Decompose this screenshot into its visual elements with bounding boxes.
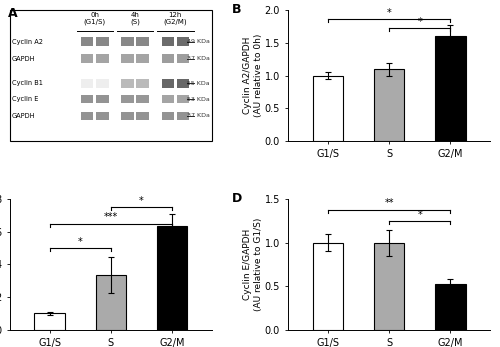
Bar bbox=[81, 112, 94, 120]
Text: ***: *** bbox=[104, 212, 118, 222]
Bar bbox=[162, 54, 174, 63]
Bar bbox=[136, 79, 149, 87]
Text: GAPDH: GAPDH bbox=[12, 113, 36, 119]
Text: GAPDH: GAPDH bbox=[12, 56, 36, 62]
Bar bbox=[374, 243, 404, 330]
Text: 0h
(G1/S): 0h (G1/S) bbox=[84, 12, 106, 25]
Bar bbox=[81, 95, 94, 103]
Bar bbox=[176, 112, 189, 120]
Bar bbox=[313, 243, 344, 330]
Bar bbox=[435, 283, 466, 330]
Text: 4h
(S): 4h (S) bbox=[130, 12, 140, 25]
Bar bbox=[96, 79, 108, 87]
Bar bbox=[136, 112, 149, 120]
Bar bbox=[121, 54, 134, 63]
Text: *: * bbox=[418, 17, 422, 27]
Bar bbox=[374, 69, 404, 141]
Text: 37 KDa: 37 KDa bbox=[187, 113, 210, 118]
Bar bbox=[156, 226, 187, 330]
Text: 55 KDa: 55 KDa bbox=[187, 81, 210, 86]
Bar bbox=[162, 112, 174, 120]
Bar bbox=[176, 37, 189, 46]
Bar bbox=[176, 79, 189, 87]
FancyBboxPatch shape bbox=[10, 10, 211, 141]
Y-axis label: Cyclin A2/GAPDH
(AU relative to 0h): Cyclin A2/GAPDH (AU relative to 0h) bbox=[243, 34, 263, 117]
Text: D: D bbox=[232, 192, 242, 204]
Text: A: A bbox=[8, 7, 18, 19]
Bar bbox=[162, 95, 174, 103]
Bar bbox=[96, 275, 126, 330]
Bar bbox=[136, 37, 149, 46]
Bar bbox=[136, 54, 149, 63]
Text: *: * bbox=[78, 237, 82, 247]
Text: 37 KDa: 37 KDa bbox=[187, 56, 210, 61]
Bar bbox=[96, 112, 108, 120]
Bar bbox=[121, 79, 134, 87]
Bar bbox=[313, 76, 344, 141]
Bar bbox=[34, 313, 65, 330]
Bar bbox=[96, 37, 108, 46]
Text: *: * bbox=[387, 8, 392, 18]
Bar bbox=[96, 95, 108, 103]
Text: **: ** bbox=[384, 198, 394, 209]
Text: *: * bbox=[418, 210, 422, 220]
Text: 49 KDa: 49 KDa bbox=[187, 39, 210, 44]
Bar bbox=[162, 79, 174, 87]
Bar bbox=[96, 54, 108, 63]
Text: B: B bbox=[232, 2, 241, 16]
Text: Cyclin B1: Cyclin B1 bbox=[12, 81, 43, 86]
Bar bbox=[435, 36, 466, 141]
Bar bbox=[81, 79, 94, 87]
Y-axis label: Cyclin E/GAPDH
(AU relative to G1/S): Cyclin E/GAPDH (AU relative to G1/S) bbox=[243, 218, 263, 311]
Bar bbox=[176, 95, 189, 103]
Bar bbox=[121, 37, 134, 46]
Bar bbox=[136, 95, 149, 103]
Bar bbox=[121, 95, 134, 103]
Bar bbox=[81, 37, 94, 46]
Bar bbox=[81, 54, 94, 63]
Text: 12h
(G2/M): 12h (G2/M) bbox=[164, 12, 187, 25]
Text: 53 KDa: 53 KDa bbox=[187, 96, 210, 102]
Bar bbox=[121, 112, 134, 120]
Text: Cyclin A2: Cyclin A2 bbox=[12, 39, 43, 45]
Text: Cyclin E: Cyclin E bbox=[12, 96, 38, 102]
Bar bbox=[162, 37, 174, 46]
Text: *: * bbox=[139, 196, 144, 206]
Bar bbox=[176, 54, 189, 63]
